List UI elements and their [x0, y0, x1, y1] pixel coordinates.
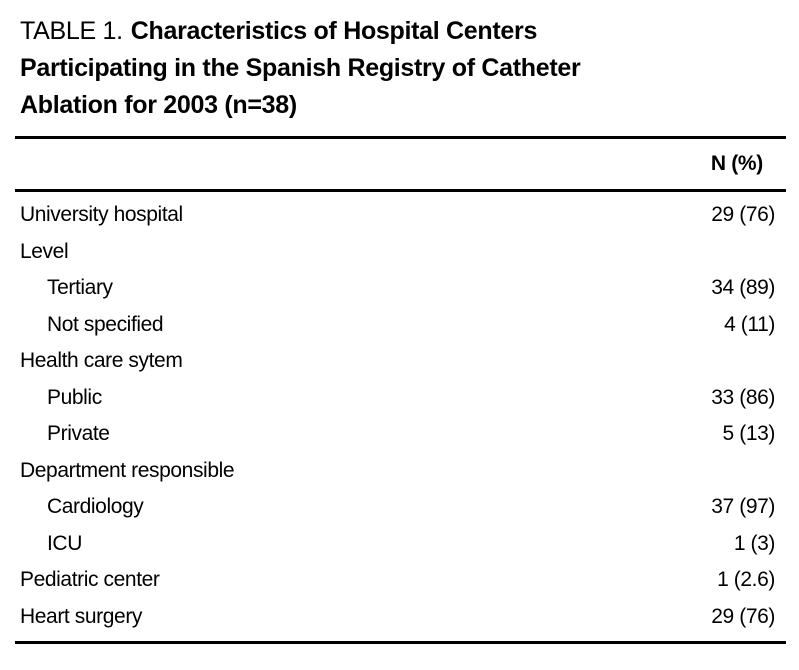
table-row: Pediatric center 1 (2.6): [15, 562, 786, 599]
row-label: Tertiary: [47, 276, 113, 300]
table-row: Cardiology 37 (97): [15, 489, 786, 526]
row-label: Private: [47, 422, 110, 446]
row-label: Health care sytem: [20, 349, 183, 373]
table-row: Department responsible: [15, 453, 786, 490]
row-value: 34 (89): [711, 276, 775, 300]
caption-text-line-1: Characteristics of Hospital Centers: [130, 17, 538, 45]
row-label: University hospital: [20, 203, 183, 227]
table-row: Heart surgery 29 (76): [15, 599, 786, 636]
row-label: Cardiology: [47, 495, 144, 519]
journal-table-figure: TABLE 1. Characteristics of Hospital Cent…: [0, 13, 799, 670]
table-row: Private 5 (13): [15, 416, 786, 453]
column-header-n-percent: N (%): [710, 152, 763, 175]
row-value: 37 (97): [711, 495, 775, 519]
table-row: Public 33 (86): [15, 380, 786, 417]
table-row: Level: [15, 234, 786, 271]
table-header-row: N (%): [15, 139, 786, 189]
row-label: Pediatric center: [20, 568, 160, 592]
caption-text-line-2: Participating in the Spanish Registry of…: [20, 54, 581, 82]
table-row: Tertiary 34 (89): [15, 270, 786, 307]
table-header-rule: [15, 189, 786, 192]
table-bottom-rule: [15, 641, 786, 644]
table-row: Not specified 4 (11): [15, 307, 786, 344]
caption-line-1: TABLE 1. Characteristics of Hospital Cent…: [20, 13, 779, 50]
row-value: 29 (76): [711, 203, 775, 227]
row-label: ICU: [47, 531, 82, 555]
row-value: 33 (86): [711, 385, 775, 409]
row-value: 5 (13): [722, 422, 776, 446]
table-row: Health care sytem: [15, 343, 786, 380]
row-label: Heart surgery: [20, 604, 143, 628]
row-value: 4 (11): [724, 312, 775, 336]
row-label: Public: [47, 385, 102, 409]
row-value: 29 (76): [711, 604, 775, 628]
table-row: ICU 1 (3): [15, 526, 786, 563]
table-top-rule: [15, 136, 786, 139]
row-label: Level: [20, 239, 69, 263]
caption-text-line-3: Ablation for 2003 (n=38): [20, 91, 297, 119]
table-body: University hospital 29 (76) Level Tertiary 3…: [15, 192, 786, 641]
table-number: TABLE 1.: [20, 17, 123, 45]
row-label: Department responsible: [20, 458, 235, 482]
row-label: Not specified: [47, 312, 164, 336]
row-value: 1 (3): [733, 531, 776, 555]
table-caption: TABLE 1. Characteristics of Hospital Cent…: [20, 13, 779, 124]
row-value: 1 (2.6): [717, 568, 775, 592]
table-row: University hospital 29 (76): [15, 197, 786, 234]
